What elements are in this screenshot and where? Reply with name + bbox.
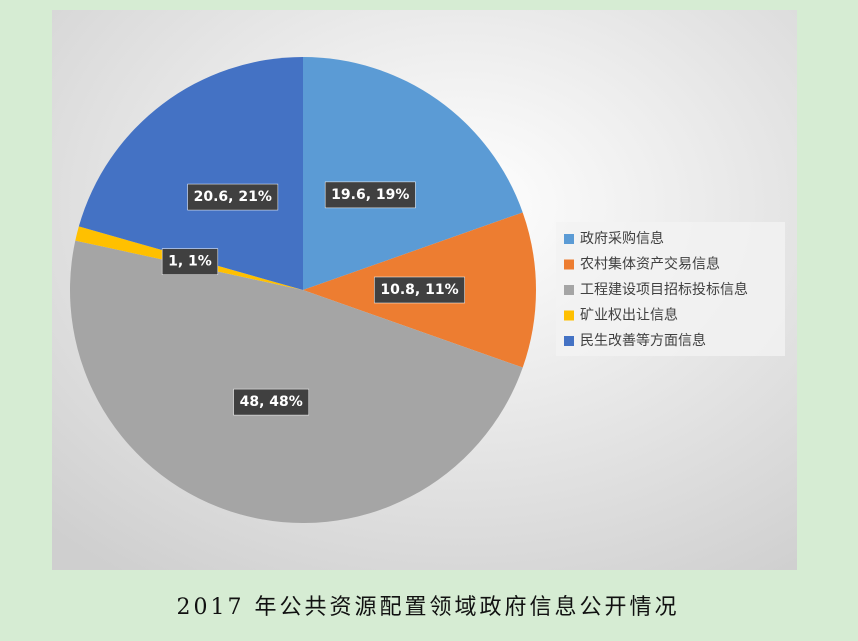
legend-swatch	[564, 234, 574, 244]
legend-label: 农村集体资产交易信息	[580, 256, 720, 273]
data-label-box	[374, 276, 465, 304]
legend	[556, 222, 785, 356]
chart-title: 2017 年公共资源配置领域政府信息公开情况	[177, 595, 680, 620]
legend-label: 矿业权出让信息	[580, 307, 678, 324]
legend-swatch	[564, 336, 574, 346]
legend-label: 政府采购信息	[580, 230, 664, 247]
data-label-box	[187, 183, 279, 211]
data-label: 19.6, 19%	[331, 187, 409, 203]
legend-swatch	[564, 310, 574, 321]
legend-label: 民生改善等方面信息	[580, 332, 706, 349]
pie-slice	[303, 57, 523, 290]
data-label: 10.8, 11%	[380, 282, 458, 298]
data-label: 48, 48%	[240, 394, 303, 410]
data-label-box	[233, 388, 310, 416]
data-label: 1, 1%	[168, 254, 212, 270]
legend-swatch	[564, 285, 574, 295]
pie-slice	[78, 57, 303, 290]
legend-label: 工程建设项目招标投标信息	[580, 281, 748, 298]
data-label: 20.6, 21%	[194, 189, 272, 205]
pie-slice	[69, 240, 523, 524]
data-label-box	[324, 181, 416, 209]
data-label-box	[161, 248, 219, 275]
legend-swatch	[564, 259, 574, 270]
